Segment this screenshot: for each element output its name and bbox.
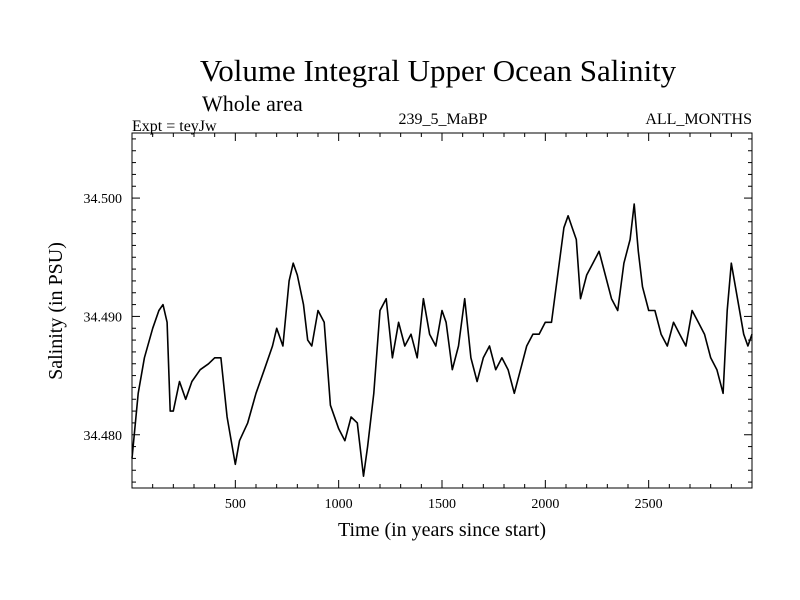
y-tick-label: 34.480 (84, 429, 123, 444)
experiment-label: Expt = teyJw (132, 118, 217, 135)
x-tick-label: 2500 (635, 497, 663, 512)
salinity-series-line (131, 203, 753, 477)
x-tick-label: 1000 (325, 497, 353, 512)
axis-ticks (132, 133, 752, 488)
x-tick-label: 500 (225, 497, 246, 512)
x-axis-label: Time (in years since start) (338, 519, 546, 541)
y-tick-label: 34.490 (84, 310, 123, 325)
chart-title: Volume Integral Upper Ocean Salinity (200, 53, 677, 88)
x-tick-label: 1500 (428, 497, 456, 512)
y-axis-label: Salinity (in PSU) (45, 242, 67, 380)
x-tick-label: 2000 (531, 497, 559, 512)
months-label: ALL_MONTHS (645, 111, 752, 128)
y-tick-label: 34.500 (84, 192, 123, 207)
chart-subtitle: Whole area (202, 91, 303, 116)
run-label: 239_5_MaBP (399, 111, 488, 128)
tick-labels: 500 1000 1500 2000 2500 34.480 34.490 34.500 (84, 192, 663, 512)
